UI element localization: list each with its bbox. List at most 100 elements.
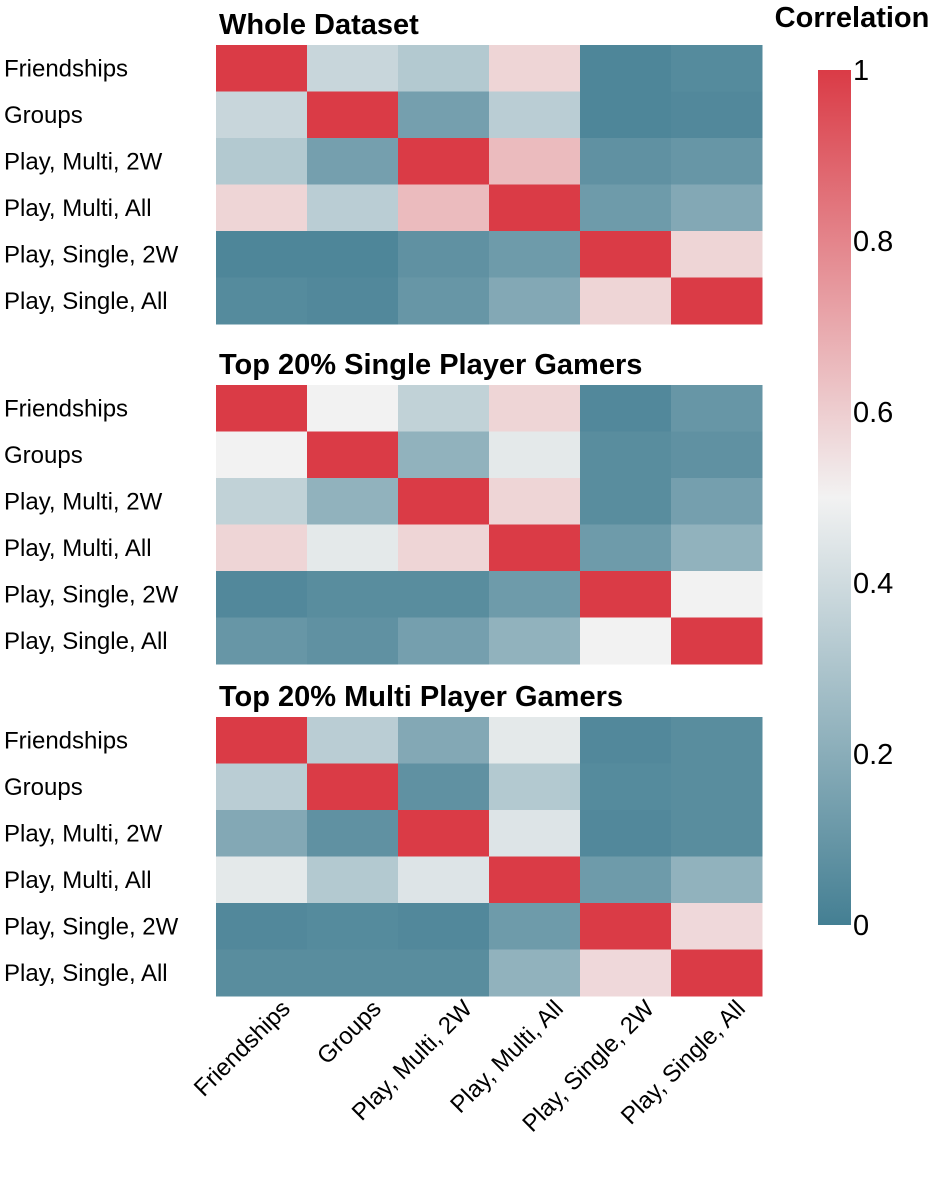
heatmap-cell — [580, 949, 672, 997]
row-label: Play, Multi, All — [4, 867, 152, 894]
panel-title: Top 20% Single Player Gamers — [219, 349, 642, 381]
heatmap-cell — [398, 138, 490, 185]
heatmap-cell — [216, 478, 308, 525]
heatmap-cell — [489, 617, 581, 665]
panel-title: Top 20% Multi Player Gamers — [219, 681, 623, 713]
heatmap-cell — [671, 717, 763, 764]
heatmap-cell — [671, 138, 763, 185]
colorbar-tick-label: 1 — [853, 55, 869, 87]
heatmap-cell — [398, 231, 490, 278]
heatmap-cell — [398, 617, 490, 665]
heatmap-cell — [398, 478, 490, 525]
heatmap-cell — [216, 524, 308, 572]
row-label: Play, Multi, 2W — [4, 820, 163, 847]
heatmap-cell — [216, 91, 308, 139]
heatmap-cell — [398, 810, 490, 857]
row-label: Play, Multi, All — [4, 195, 152, 222]
heatmap-cell — [307, 184, 399, 232]
heatmap-cell — [489, 45, 581, 92]
heatmap-cell — [489, 717, 581, 764]
colorbar-tick-label: 0.8 — [853, 226, 893, 258]
heatmap-cell — [489, 856, 581, 904]
heatmap-cell — [489, 524, 581, 572]
heatmap-cell — [216, 717, 308, 764]
heatmap-cell — [398, 949, 490, 997]
colorbar-title: Correlation — [775, 2, 930, 34]
heatmap-cell — [489, 184, 581, 232]
panel-title: Whole Dataset — [219, 9, 419, 41]
heatmap-cell — [580, 91, 672, 139]
heatmap-cell — [580, 810, 672, 857]
row-label: Play, Multi, All — [4, 535, 152, 562]
colorbar-tick-label: 0 — [853, 910, 869, 942]
heatmap-cell — [671, 385, 763, 432]
heatmap-cell — [489, 138, 581, 185]
heatmap-cell — [216, 277, 308, 325]
heatmap-cell — [489, 277, 581, 325]
row-label: Play, Multi, 2W — [4, 488, 163, 515]
heatmap-cell — [398, 277, 490, 325]
heatmap-cell — [307, 478, 399, 525]
heatmap-cell — [398, 91, 490, 139]
heatmap-cell — [398, 385, 490, 432]
heatmap-cell — [671, 231, 763, 278]
heatmap-cell — [671, 524, 763, 572]
heatmap-cell — [398, 524, 490, 572]
heatmap-cell — [307, 91, 399, 139]
heatmap-cell — [671, 617, 763, 665]
heatmap-cell — [216, 45, 308, 92]
heatmap-cell — [489, 949, 581, 997]
row-label: Play, Single, All — [4, 628, 168, 655]
heatmap-cell — [216, 949, 308, 997]
heatmap-cell — [216, 571, 308, 618]
heatmap-cell — [489, 231, 581, 278]
heatmap-cell — [307, 949, 399, 997]
heatmap-cell — [216, 903, 308, 950]
row-label: Friendships — [4, 727, 128, 754]
heatmap-cell — [489, 385, 581, 432]
heatmap-cell — [671, 45, 763, 92]
heatmap-cell — [398, 856, 490, 904]
heatmap-cell — [307, 717, 399, 764]
heatmap-cell — [307, 617, 399, 665]
heatmap-cell — [398, 184, 490, 232]
row-label: Play, Single, 2W — [4, 241, 179, 268]
heatmap-cell — [580, 184, 672, 232]
heatmap-cell — [307, 856, 399, 904]
heatmap-cell — [489, 810, 581, 857]
heatmap-cell — [671, 91, 763, 139]
heatmap-cell — [671, 810, 763, 857]
column-label: Friendships — [189, 995, 296, 1102]
heatmap-cell — [216, 856, 308, 904]
heatmap-panel-2: Top 20% Single Player Gamers Friendships G… — [4, 349, 763, 665]
row-label: Groups — [4, 774, 83, 801]
colorbar-tick-label: 0.2 — [853, 739, 893, 771]
row-label: Groups — [4, 442, 83, 469]
heatmap-cell — [398, 45, 490, 92]
heatmap-cell — [671, 277, 763, 325]
row-label: Play, Single, All — [4, 960, 168, 987]
heatmap-cell — [307, 571, 399, 618]
heatmap-cell — [580, 856, 672, 904]
heatmap-cell — [216, 231, 308, 278]
heatmap-cell — [671, 184, 763, 232]
heatmap-cell — [580, 385, 672, 432]
colorbar: Correlation 0 0.2 0.4 0.6 0.8 1 — [775, 2, 930, 942]
heatmap-cell — [216, 385, 308, 432]
heatmap-cell — [216, 431, 308, 479]
heatmap-cell — [671, 478, 763, 525]
heatmap-cell — [580, 277, 672, 325]
heatmap-cell — [489, 903, 581, 950]
heatmap-cell — [580, 717, 672, 764]
heatmap-cell — [580, 138, 672, 185]
heatmap-cell — [489, 478, 581, 525]
heatmap-cell — [216, 138, 308, 185]
heatmap-cell — [489, 571, 581, 618]
row-label: Play, Multi, 2W — [4, 148, 163, 175]
heatmap-cell — [671, 431, 763, 479]
heatmap-panel-3: Top 20% Multi Player Gamers Friendships Gr… — [4, 681, 763, 997]
heatmap-cell — [307, 45, 399, 92]
heatmap-cell — [580, 431, 672, 479]
colorbar-tick-label: 0.4 — [853, 568, 893, 600]
